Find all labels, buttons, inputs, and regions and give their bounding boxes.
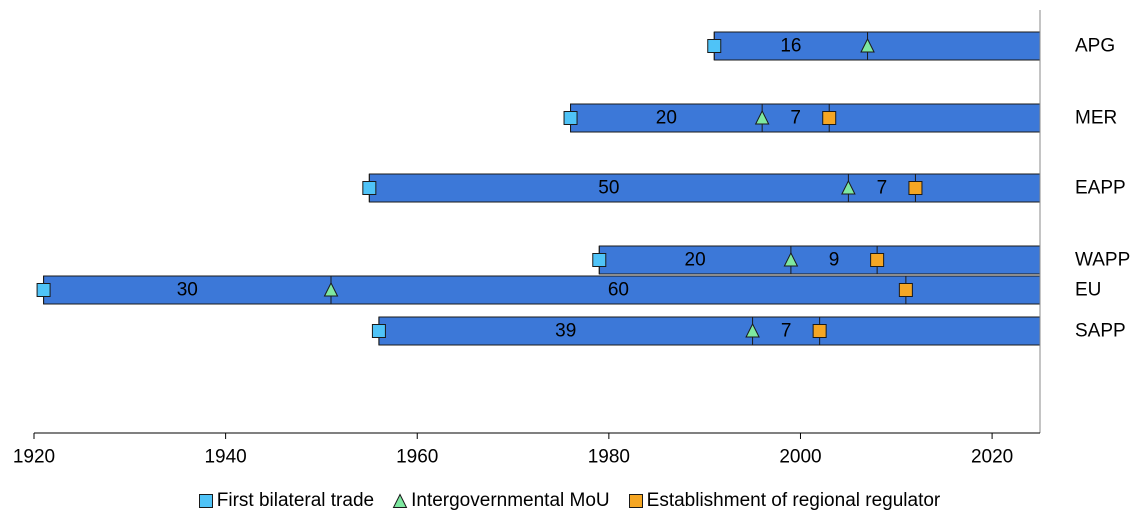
category-label-apg: APG [1075, 36, 1115, 57]
x-tick-label-1940: 1940 [204, 447, 246, 468]
x-tick-label-1920: 1920 [13, 447, 55, 468]
gap-label-sapp-1: 7 [781, 321, 792, 342]
mou-marker [754, 109, 770, 125]
legend-label-first-trade: First bilateral trade [216, 490, 375, 511]
bar-wapp [598, 245, 1041, 275]
first-trade-marker [371, 324, 386, 338]
legend-label-mou: Intergovernmental MoU [411, 490, 610, 511]
x-tick-label-2020: 2020 [971, 447, 1013, 468]
gap-label-mer-0: 20 [656, 108, 677, 129]
gap-label-eapp-0: 50 [598, 178, 619, 199]
gap-label-eu-0: 30 [177, 280, 198, 301]
category-label-sapp: SAPP [1075, 321, 1126, 342]
mou-marker [323, 281, 339, 297]
category-label-eu: EU [1075, 280, 1101, 301]
gap-label-apg-0: 16 [780, 36, 801, 57]
regulator-marker [870, 253, 885, 267]
gap-label-sapp-0: 39 [555, 321, 576, 342]
legend-item-mou: Intergovernmental MoU [392, 490, 610, 512]
mou-marker [783, 251, 799, 267]
bar-sapp [378, 316, 1041, 346]
first-trade-marker [707, 39, 722, 53]
bar-eu [43, 275, 1041, 305]
legend: First bilateral trade Intergovernmental … [0, 489, 1138, 513]
legend-item-first-trade: First bilateral trade [198, 490, 374, 512]
regulator-marker [812, 324, 827, 338]
gap-label-mer-1: 7 [790, 108, 801, 129]
first-trade-marker [362, 181, 377, 195]
bar-apg [713, 31, 1041, 61]
square-marker-icon [198, 493, 214, 509]
first-trade-marker [563, 111, 578, 125]
bar-mer [570, 103, 1041, 133]
timeline-chart: 30 60 EU 39 7 SAPP 20 9 WAPP 50 7 EAPP 20 7 MER 16 APG 19… [13, 10, 1130, 468]
regulator-marker [908, 181, 923, 195]
gap-label-eapp-1: 7 [877, 178, 888, 199]
gap-label-wapp-1: 9 [829, 250, 840, 271]
triangle-marker-icon [392, 493, 408, 509]
bar-eapp [368, 173, 1041, 203]
category-label-eapp: EAPP [1075, 178, 1126, 199]
gap-label-wapp-0: 20 [685, 250, 706, 271]
first-trade-marker [36, 283, 51, 297]
x-tick-label-1960: 1960 [396, 447, 438, 468]
legend-label-regulator: Establishment of regional regulator [646, 490, 941, 511]
category-label-wapp: WAPP [1075, 250, 1130, 271]
first-trade-marker [592, 253, 607, 267]
mou-marker [860, 37, 875, 53]
gap-label-eu-1: 60 [608, 280, 629, 301]
regulator-marker [898, 283, 913, 297]
category-label-mer: MER [1075, 108, 1117, 129]
mou-marker [745, 322, 760, 338]
legend-item-regulator: Establishment of regional regulator [628, 490, 941, 512]
square-marker-icon [628, 493, 644, 509]
mou-marker [841, 179, 856, 195]
x-tick-label-2000: 2000 [779, 447, 821, 468]
x-tick-label-1980: 1980 [588, 447, 630, 468]
regulator-marker [822, 111, 837, 125]
